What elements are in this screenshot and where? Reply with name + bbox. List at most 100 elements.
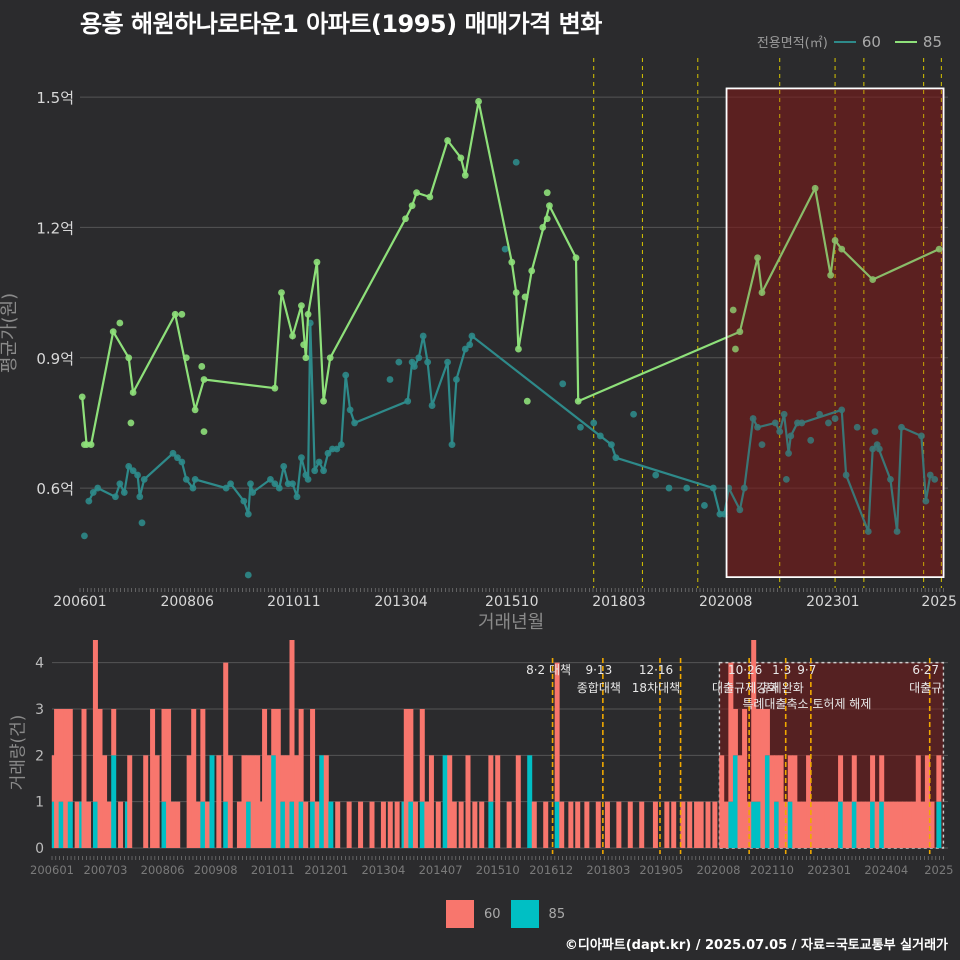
legend-swatch-60: [833, 40, 856, 43]
bar-85: [161, 801, 167, 848]
bar-60: [888, 801, 894, 848]
legend-swatch-85: [894, 40, 917, 43]
bar-60: [488, 755, 494, 802]
policy-sublabel: 종합대책: [577, 680, 621, 695]
bar-85: [310, 801, 316, 848]
x-tick-label: 201612: [529, 863, 573, 877]
bar-85: [838, 801, 844, 848]
bar-60: [838, 755, 844, 802]
series-line-85: [81, 101, 940, 446]
bar-60: [929, 801, 935, 848]
data-point-85: [512, 289, 520, 296]
x-tick-label: 200703: [84, 863, 128, 877]
bar-60: [833, 801, 839, 848]
data-point-60: [736, 506, 744, 514]
data-point-60: [222, 484, 230, 492]
bar-60: [874, 801, 880, 848]
data-point-60: [174, 454, 181, 462]
data-point-60: [776, 428, 784, 436]
data-point-60: [918, 432, 925, 440]
data-point-85: [546, 202, 553, 210]
y-tick-label: 3: [35, 702, 44, 718]
bar-60: [175, 801, 181, 848]
bar-60: [428, 755, 434, 848]
bar-85: [732, 755, 738, 848]
bar-60: [166, 708, 172, 848]
bar-60: [842, 801, 848, 848]
bar-60: [54, 708, 60, 848]
legend-title: 전용면적(㎡): [756, 36, 828, 51]
bar-85: [851, 801, 857, 848]
data-point-85: [831, 237, 839, 244]
bar-60: [280, 755, 286, 802]
bar-85: [879, 801, 885, 848]
data-point-60: [337, 441, 345, 449]
bar-85: [728, 801, 734, 848]
data-point-60: [816, 410, 823, 418]
legend-top: 전용면적(㎡) 60 85: [756, 32, 950, 52]
bar-60: [924, 755, 930, 848]
bar-60: [515, 755, 521, 848]
bar-60: [860, 801, 866, 848]
bar-60: [554, 662, 560, 802]
bar-60: [403, 708, 409, 848]
x-tick-label: 202008: [697, 863, 741, 877]
data-point-60: [191, 475, 199, 483]
bar-60: [204, 801, 210, 848]
data-point-85: [326, 354, 334, 362]
legend-bottom-label-60: 60: [484, 906, 501, 922]
bar-60: [764, 708, 770, 756]
bar-60: [266, 755, 272, 848]
bar-60: [424, 801, 430, 848]
data-point-60: [501, 245, 509, 253]
bar-60: [879, 755, 885, 802]
bar-60: [746, 801, 752, 848]
data-point-60: [926, 471, 934, 479]
x-tick-label: 202301: [807, 863, 851, 877]
data-point-60: [468, 332, 476, 340]
y-tick-label: 4: [35, 656, 44, 672]
data-point-60: [807, 436, 815, 444]
data-point-60: [240, 497, 248, 505]
data-point-85: [200, 376, 208, 383]
data-point-85: [300, 341, 308, 349]
bar-60: [186, 755, 192, 848]
data-point-60: [612, 454, 620, 462]
bar-60: [465, 755, 471, 848]
policy-sublabel: 대출규: [909, 681, 942, 695]
bar-60: [652, 801, 658, 848]
bar-60: [150, 708, 156, 848]
data-point-85: [457, 154, 465, 162]
bar-60: [358, 801, 364, 848]
data-point-85: [182, 354, 190, 362]
bar-60: [472, 801, 478, 848]
data-point-85: [444, 137, 451, 144]
bar-85: [527, 755, 533, 848]
data-point-85: [729, 306, 737, 314]
data-point-60: [386, 376, 394, 383]
bar-60: [778, 755, 784, 848]
data-point-60: [869, 445, 877, 453]
data-point-60: [740, 484, 748, 492]
legend-label-60: 60: [861, 32, 881, 51]
chart-title: 용흥 해원하나로타운1 아파트(1995) 매매가격 변화: [80, 10, 602, 38]
data-point-60: [577, 423, 584, 431]
bar-85: [764, 755, 770, 848]
data-point-60: [461, 345, 469, 353]
data-point-60: [701, 502, 708, 509]
x-tick-label: 201407: [419, 863, 463, 877]
bar-60: [154, 755, 160, 848]
x-tick-label: 201304: [374, 594, 428, 610]
bar-85: [774, 801, 780, 848]
bar-60: [369, 801, 375, 848]
x-tick-label: 2025: [921, 594, 957, 610]
bar-60: [856, 801, 862, 848]
data-point-60: [931, 475, 939, 483]
x-tick-label: 201304: [361, 863, 405, 877]
bar-60: [298, 708, 304, 802]
data-point-85: [827, 271, 835, 279]
bar-85: [787, 801, 793, 848]
bar-60: [851, 755, 857, 802]
bar-85: [751, 801, 757, 848]
